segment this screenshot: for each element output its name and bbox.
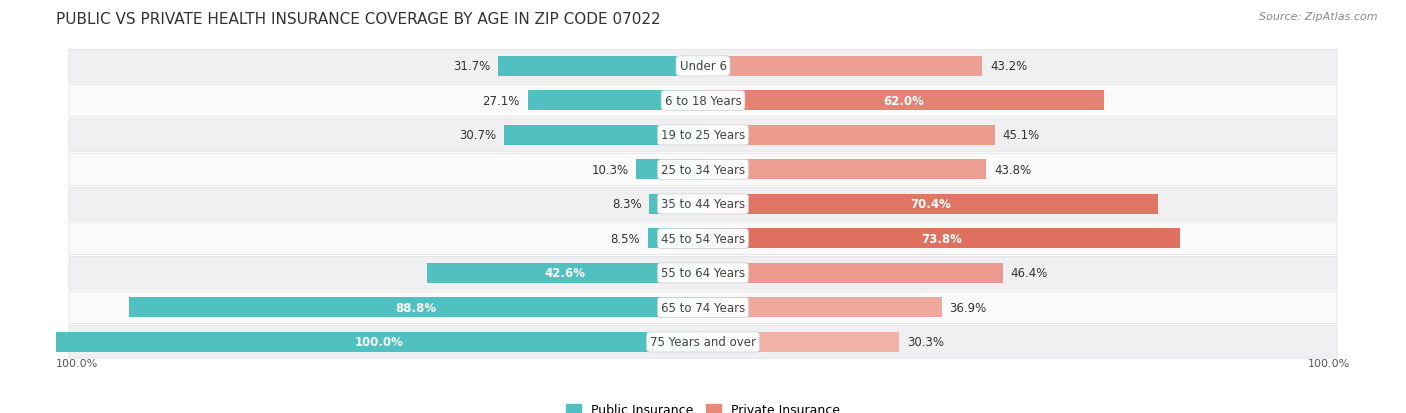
Bar (650, 195, 703, 214)
Bar (703, 126, 994, 146)
FancyBboxPatch shape (69, 85, 1337, 117)
Bar (703, 195, 1159, 214)
FancyBboxPatch shape (69, 154, 1337, 186)
Text: 6 to 18 Years: 6 to 18 Years (665, 95, 741, 108)
Bar (703, 332, 898, 352)
FancyBboxPatch shape (69, 257, 1337, 290)
FancyBboxPatch shape (69, 223, 1337, 255)
FancyBboxPatch shape (69, 50, 1337, 83)
Text: 70.4%: 70.4% (910, 198, 950, 211)
Text: 30.7%: 30.7% (460, 129, 496, 142)
Bar (648, 229, 703, 249)
Text: 100.0%: 100.0% (56, 358, 98, 368)
Bar (427, 263, 703, 283)
Text: 25 to 34 Years: 25 to 34 Years (661, 164, 745, 176)
Text: PUBLIC VS PRIVATE HEALTH INSURANCE COVERAGE BY AGE IN ZIP CODE 07022: PUBLIC VS PRIVATE HEALTH INSURANCE COVER… (56, 12, 661, 27)
Text: 75 Years and over: 75 Years and over (650, 336, 756, 349)
Text: 8.5%: 8.5% (610, 233, 640, 245)
Text: 88.8%: 88.8% (395, 301, 436, 314)
Bar (505, 126, 703, 146)
Bar (56, 332, 703, 352)
Text: 19 to 25 Years: 19 to 25 Years (661, 129, 745, 142)
Bar (703, 160, 986, 180)
Bar (703, 263, 1002, 283)
Text: 100.0%: 100.0% (1308, 358, 1350, 368)
Text: 30.3%: 30.3% (907, 336, 943, 349)
Bar (703, 91, 1104, 111)
Text: 36.9%: 36.9% (949, 301, 987, 314)
Text: 10.3%: 10.3% (592, 164, 628, 176)
Text: 55 to 64 Years: 55 to 64 Years (661, 267, 745, 280)
Text: Source: ZipAtlas.com: Source: ZipAtlas.com (1260, 12, 1378, 22)
FancyBboxPatch shape (69, 292, 1337, 324)
Text: 35 to 44 Years: 35 to 44 Years (661, 198, 745, 211)
Text: 100.0%: 100.0% (356, 336, 404, 349)
Bar (129, 298, 703, 318)
Bar (637, 160, 703, 180)
Text: Under 6: Under 6 (679, 60, 727, 73)
Text: 43.2%: 43.2% (990, 60, 1028, 73)
Text: 73.8%: 73.8% (921, 233, 962, 245)
FancyBboxPatch shape (69, 188, 1337, 221)
Bar (703, 229, 1180, 249)
Text: 43.8%: 43.8% (994, 164, 1031, 176)
Text: 42.6%: 42.6% (544, 267, 586, 280)
Text: 31.7%: 31.7% (453, 60, 491, 73)
FancyBboxPatch shape (69, 326, 1337, 358)
Bar (703, 57, 983, 77)
Text: 27.1%: 27.1% (482, 95, 520, 108)
Text: 8.3%: 8.3% (612, 198, 641, 211)
Text: 46.4%: 46.4% (1011, 267, 1049, 280)
Bar (703, 298, 942, 318)
Bar (498, 57, 703, 77)
Bar (527, 91, 703, 111)
FancyBboxPatch shape (69, 119, 1337, 152)
Text: 65 to 74 Years: 65 to 74 Years (661, 301, 745, 314)
Legend: Public Insurance, Private Insurance: Public Insurance, Private Insurance (561, 398, 845, 413)
Text: 45 to 54 Years: 45 to 54 Years (661, 233, 745, 245)
Text: 45.1%: 45.1% (1002, 129, 1039, 142)
Text: 62.0%: 62.0% (883, 95, 924, 108)
